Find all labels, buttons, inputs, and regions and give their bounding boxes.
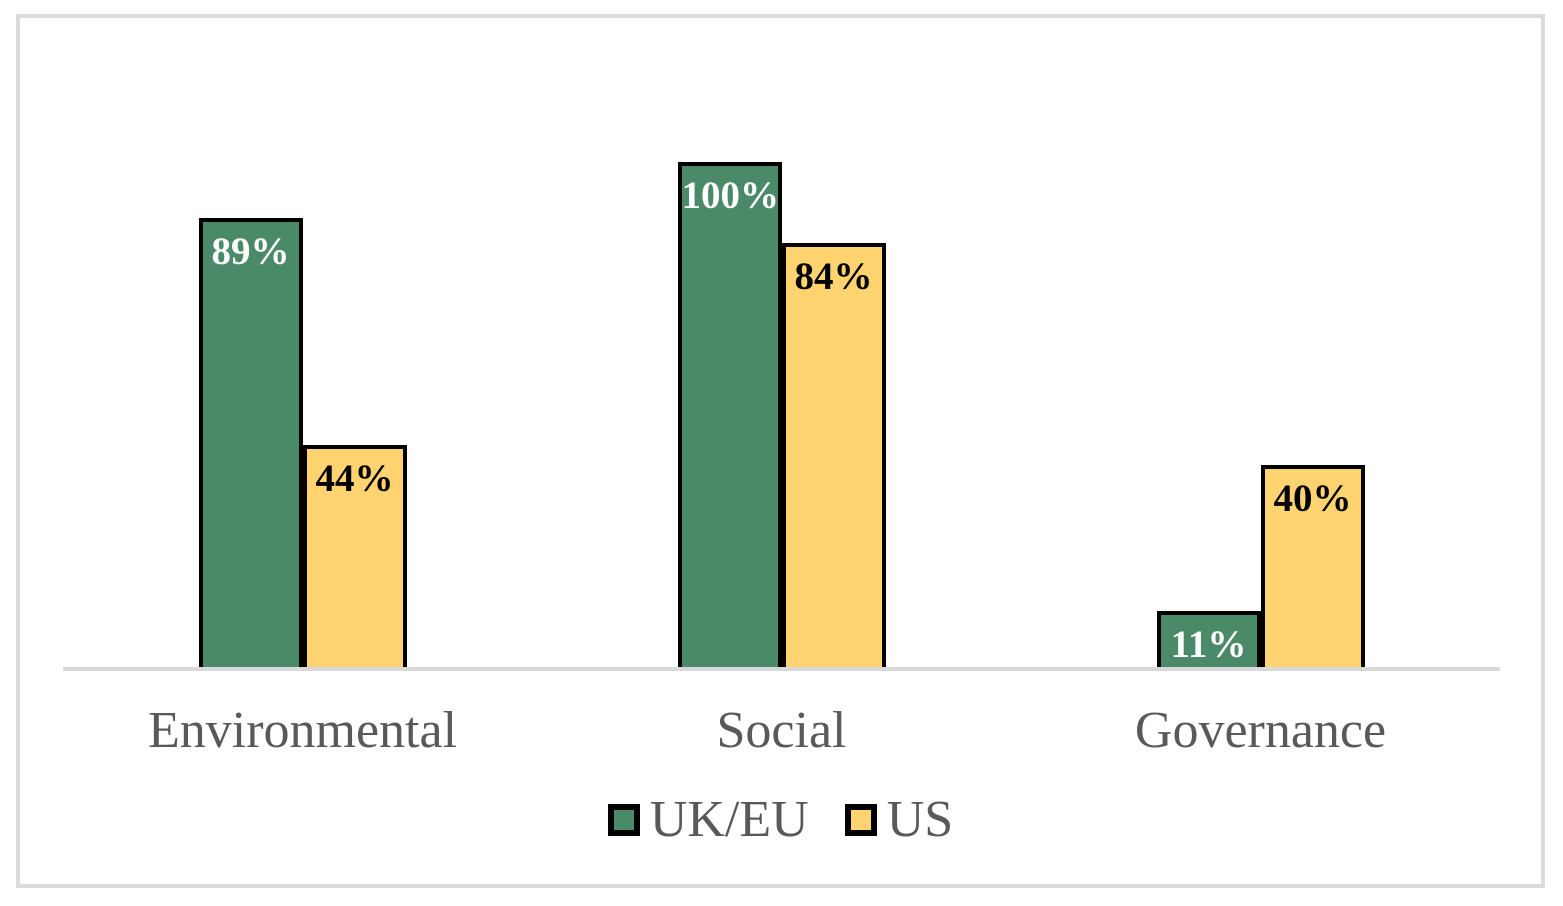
data-label-ukeu-environmental: 89%: [211, 229, 290, 273]
bar-group-environmental: 89% 44%: [63, 162, 542, 667]
bar-group-governance: 11% 40%: [1021, 162, 1500, 667]
legend-swatch-us: [844, 803, 877, 836]
legend-item-us: US: [844, 791, 954, 848]
bar-ukeu-environmental: 89%: [198, 217, 303, 667]
bar-ukeu-governance: 11%: [1156, 611, 1261, 667]
x-axis-label-environmental: Environmental: [147, 702, 458, 759]
legend-item-ukeu: UK/EU: [607, 791, 809, 848]
bar-group-social: 100% 84%: [542, 162, 1021, 667]
data-label-us-governance: 40%: [1273, 477, 1352, 520]
data-label-us-environmental: 44%: [315, 456, 394, 500]
bar-us-social: 84%: [781, 242, 886, 667]
chart-frame: 89% 44% 100% 84% 11% 40% Environmental: [16, 14, 1545, 888]
x-axis-line: [63, 667, 1500, 671]
data-label-us-social: 84%: [794, 254, 873, 298]
bar-us-governance: 40%: [1260, 465, 1365, 667]
x-axis-label-social: Social: [716, 702, 847, 759]
bar-ukeu-social: 100%: [677, 162, 782, 667]
x-axis-labels: Environmental Social Governance: [63, 701, 1500, 761]
data-label-ukeu-social: 100%: [681, 174, 780, 217]
bar-us-environmental: 44%: [302, 444, 407, 667]
legend: UK/EU US: [20, 791, 1541, 848]
data-label-ukeu-governance: 11%: [1170, 623, 1247, 667]
legend-swatch-ukeu: [607, 803, 640, 836]
legend-label-ukeu: UK/EU: [649, 791, 809, 848]
x-axis-label-governance: Governance: [1134, 702, 1387, 759]
legend-label-us: US: [886, 791, 954, 848]
plot-area: 89% 44% 100% 84% 11% 40%: [63, 162, 1500, 667]
